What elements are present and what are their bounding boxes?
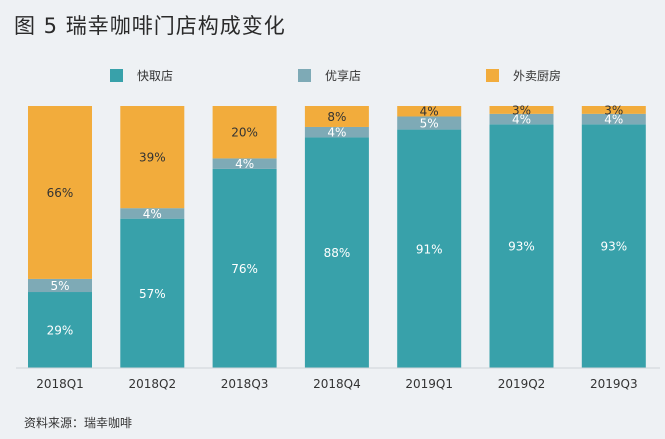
value-label-2019Q2-series-1: 93% [508, 240, 535, 254]
x-tick-label: 2019Q1 [405, 377, 453, 391]
bar-2018Q1-series-3 [28, 106, 92, 279]
legend-label-1: 快取店 [137, 69, 173, 83]
bar-2018Q3-series-1 [212, 168, 277, 368]
value-label-2019Q2-series-3: 3% [512, 103, 531, 117]
x-tick-label: 2018Q3 [221, 377, 269, 391]
bar-2019Q3-series-2 [581, 113, 646, 125]
bar-2018Q4-series-1 [304, 137, 369, 368]
value-label-2018Q4-series-2: 4% [327, 126, 346, 140]
bar-2019Q2-series-3 [489, 106, 554, 114]
source-note: 资料来源：瑞幸咖啡 [24, 416, 133, 430]
bar-2018Q2-series-3 [120, 106, 185, 209]
value-label-2018Q3-series-3: 20% [231, 126, 258, 140]
bar-2018Q1-series-2 [28, 278, 92, 293]
legend-label-2: 优享店 [325, 68, 361, 83]
bar-2019Q3-series-1 [581, 124, 646, 368]
legend-swatch-2 [298, 69, 311, 82]
value-label-2018Q1-series-3: 66% [47, 186, 74, 200]
x-tick-label: 2018Q1 [36, 377, 84, 391]
value-label-2019Q1-series-3: 4% [420, 105, 439, 119]
legend-label-3: 外卖厨房 [513, 68, 561, 83]
value-label-2018Q2-series-1: 57% [139, 287, 166, 301]
bar-2018Q1-series-1 [28, 292, 92, 368]
chart-title: 图 5 瑞幸咖啡门店构成变化 [14, 14, 286, 38]
value-label-2019Q1-series-2: 5% [420, 117, 439, 131]
bar-2019Q2-series-2 [489, 113, 554, 125]
legend-swatch-1 [110, 69, 123, 82]
value-label-2019Q2-series-2: 4% [512, 113, 531, 127]
x-axis-ticks: 2018Q1 2018Q2 2018Q3 2018Q4 2019Q1 2019Q2 2019… [36, 377, 637, 391]
value-label-2018Q1-series-1: 29% [47, 324, 74, 338]
bars [28, 106, 646, 368]
x-tick-label: 2019Q2 [498, 377, 546, 391]
bar-2019Q2-series-1 [489, 124, 554, 368]
value-label-2018Q3-series-1: 76% [231, 262, 258, 276]
bar-2019Q1-series-3 [397, 106, 462, 117]
value-label-2018Q4-series-1: 88% [324, 246, 351, 260]
value-label-2019Q3-series-2: 4% [604, 113, 623, 127]
value-label-2018Q1-series-2: 5% [50, 279, 69, 293]
value-label-2019Q3-series-1: 93% [600, 240, 627, 254]
value-label-2018Q3-series-2: 4% [235, 157, 254, 171]
value-labels: 29%5%66%57%4%39%76%4%20%88%4%8%91%5%4%93… [47, 103, 627, 337]
bar-2018Q2-series-1 [120, 218, 185, 368]
bar-2018Q2-series-2 [120, 208, 185, 219]
value-label-2018Q4-series-3: 8% [327, 110, 346, 124]
value-label-2018Q2-series-3: 39% [139, 151, 166, 165]
value-label-2019Q1-series-1: 91% [416, 242, 443, 256]
bar-2019Q1-series-1 [397, 129, 462, 368]
bar-2019Q3-series-3 [581, 106, 646, 114]
legend: 快取店 优享店 外卖厨房 [110, 68, 561, 83]
value-label-2018Q2-series-2: 4% [143, 207, 162, 221]
x-tick-label: 2019Q3 [590, 377, 638, 391]
bar-2018Q3-series-2 [212, 158, 277, 169]
legend-swatch-3 [486, 69, 499, 82]
x-tick-label: 2018Q2 [128, 377, 176, 391]
bar-2018Q4-series-2 [304, 126, 369, 138]
x-tick-label: 2018Q4 [313, 377, 361, 391]
bar-2018Q3-series-3 [212, 106, 277, 159]
value-label-2019Q3-series-3: 3% [604, 103, 623, 117]
bar-2018Q4-series-3 [304, 106, 369, 127]
bar-2019Q1-series-2 [397, 116, 462, 130]
